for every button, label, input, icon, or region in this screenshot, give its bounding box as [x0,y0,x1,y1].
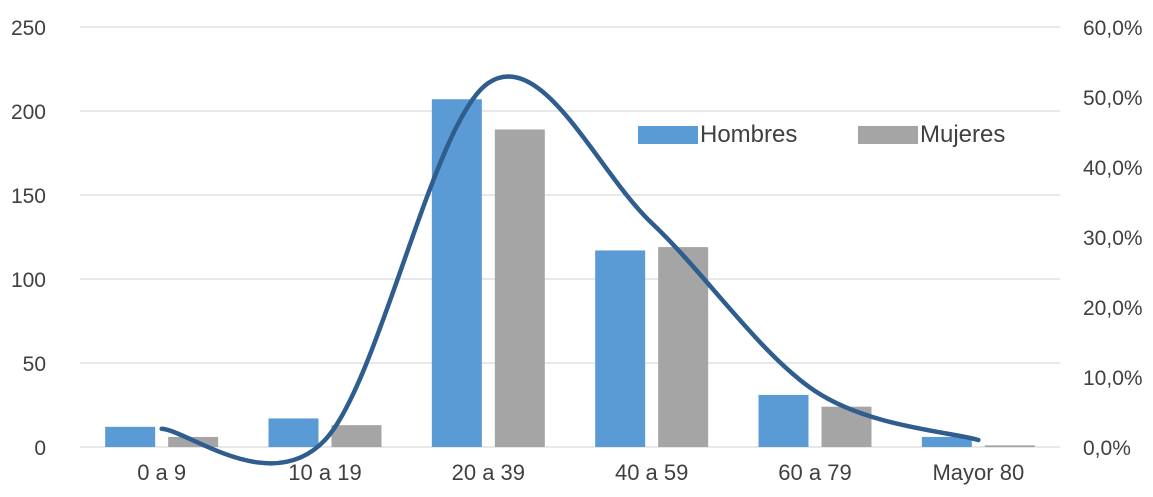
x-tick-label: 40 a 59 [615,460,688,485]
bar-hombres [105,426,156,447]
legend: Hombres Mujeres [638,121,1005,148]
y-tick-label: 150 [11,185,46,208]
y-tick-label: 250 [11,17,46,40]
y2-tick-label: 50,0% [1083,87,1143,110]
y-axis-primary: 0 50 100 150 200 250 [11,17,46,460]
y-tick-label: 0 [34,437,46,460]
y2-tick-label: 10,0% [1083,367,1143,390]
legend-label-hombres: Hombres [700,121,797,148]
bars [105,99,1035,448]
y2-tick-label: 60,0% [1083,17,1143,40]
bar-mujeres [494,129,545,448]
bar-hombres [431,99,482,448]
x-tick-label: Mayor 80 [932,460,1024,485]
x-tick-label: 0 a 9 [137,460,186,485]
legend-label-mujeres: Mujeres [920,121,1005,148]
bar-mujeres [331,425,382,447]
y2-tick-label: 20,0% [1083,297,1143,320]
gridlines [80,26,1060,448]
x-tick-label: 20 a 39 [452,460,525,485]
bar-hombres [595,250,646,447]
x-axis: 0 a 9 10 a 19 20 a 39 40 a 59 60 a 79 Mayor 8… [137,460,1024,485]
line-series [159,74,981,466]
x-tick-label: 60 a 79 [778,460,851,485]
line-path [159,74,981,466]
bar-hombres [268,418,319,447]
legend-swatch-hombres [638,126,698,144]
y-tick-label: 200 [11,101,46,124]
bar-mujeres [984,445,1035,447]
bar-hombres [758,394,809,447]
x-tick-label: 10 a 19 [288,460,361,485]
legend-swatch-mujeres [858,126,918,144]
y2-tick-label: 0,0% [1083,437,1131,460]
y-tick-label: 50 [23,353,46,376]
y-axis-secondary: 0,0% 10,0% 20,0% 30,0% 40,0% 50,0% 60,0% [1083,17,1143,460]
bar-hombres [921,436,972,447]
y2-tick-label: 30,0% [1083,227,1143,250]
y-tick-label: 100 [11,269,46,292]
y2-tick-label: 40,0% [1083,157,1143,180]
bar-mujeres [658,247,709,447]
